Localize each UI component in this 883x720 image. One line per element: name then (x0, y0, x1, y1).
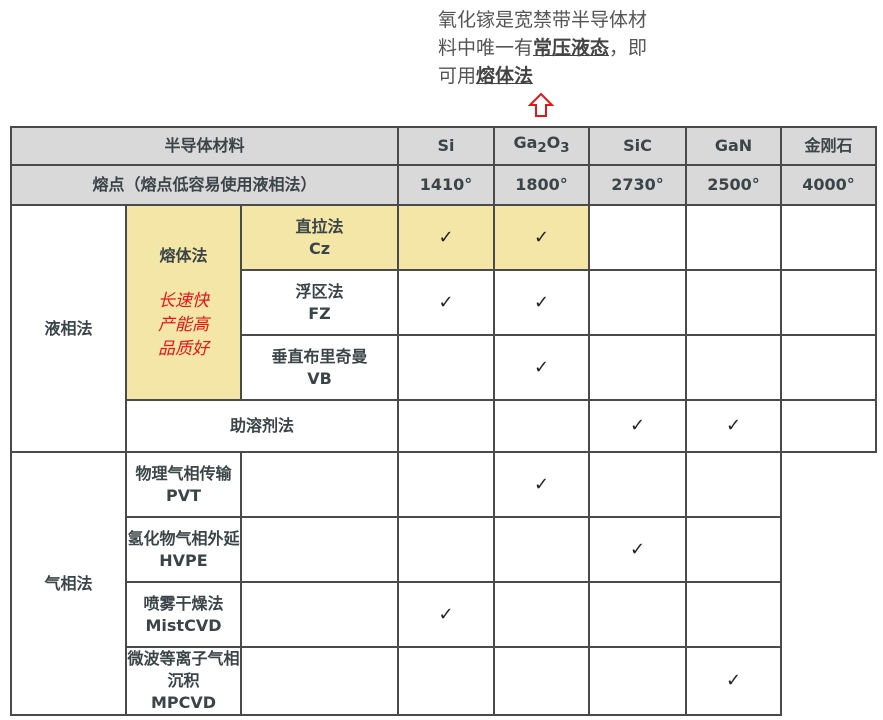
method-name: 物理气相传输 PVT (125, 451, 242, 518)
check-cell (240, 516, 399, 583)
material-si: Si (397, 126, 495, 166)
check-cell: ✓ (397, 204, 495, 271)
check-cell (685, 581, 782, 648)
note-text: 氧化镓是宽禁带半导体材料中唯一有 (438, 9, 648, 59)
check-cell: ✓ (493, 451, 590, 518)
check-cell: ✓ (397, 581, 495, 648)
check-cell (780, 269, 877, 336)
check-icon: ✓ (725, 415, 742, 436)
check-icon: ✓ (438, 226, 454, 248)
check-icon: ✓ (725, 670, 742, 691)
table-row: 助溶剂法 ✓ ✓ (11, 399, 877, 453)
melting-point: 1410° (397, 164, 495, 206)
table-row: 浮区法 FZ ✓ ✓ (11, 269, 877, 336)
check-cell: ✓ (685, 646, 782, 716)
material-ga2o3: Ga2O3 (493, 126, 590, 166)
table-row: 气相法 物理气相传输 PVT ✓ (10, 451, 876, 716)
annotation-note: 氧化镓是宽禁带半导体材料中唯一有常压液态，即可用熔体法 (438, 6, 658, 90)
check-cell (240, 646, 399, 716)
check-cell (397, 646, 495, 716)
check-cell (780, 204, 877, 271)
group-melt: 熔体法 长速快 产能高 品质好 (125, 204, 242, 401)
melting-point: 2500° (685, 164, 782, 206)
check-icon: ✓ (533, 356, 550, 378)
check-cell: ✓ (588, 516, 687, 583)
check-cell (685, 334, 782, 401)
table-row: 微波等离子气相沉积 MPCVD ✓ (11, 646, 876, 716)
check-cell (240, 581, 399, 648)
melting-header: 熔点（熔点低容易使用液相法） (10, 164, 399, 206)
check-cell (588, 334, 687, 401)
melt-note: 长速快 产能高 品质好 (158, 290, 209, 359)
check-cell (780, 399, 877, 453)
check-icon: ✓ (438, 291, 454, 313)
up-arrow-icon (528, 92, 554, 117)
check-icon: ✓ (533, 473, 550, 495)
check-cell (240, 451, 399, 518)
check-cell (397, 451, 495, 518)
check-cell (588, 269, 687, 336)
method-name: 浮区法 FZ (240, 269, 399, 336)
check-cell: ✓ (588, 399, 687, 453)
check-cell (493, 581, 590, 648)
check-cell (588, 451, 687, 518)
melting-point: 2730° (588, 164, 687, 206)
check-cell (397, 334, 495, 401)
check-icon: ✓ (629, 538, 646, 560)
table-row: 氢化物气相外延 HVPE ✓ (11, 516, 876, 583)
method-name: 氢化物气相外延 HVPE (125, 516, 242, 583)
check-cell (588, 581, 687, 648)
check-cell: ✓ (493, 334, 590, 401)
material-diamond: 金刚石 (780, 126, 877, 166)
check-icon: ✓ (533, 291, 550, 313)
check-cell (588, 646, 687, 716)
method-name: 喷雾干燥法 MistCVD (125, 581, 242, 648)
note-text-mid: ，即可用 (438, 37, 648, 87)
table-row: 喷雾干燥法 MistCVD ✓ (11, 581, 876, 648)
check-cell (493, 516, 590, 583)
check-icon: ✓ (438, 603, 454, 625)
table-row: 液相法 熔体法 长速快 产能高 品质好 直拉法 Cz ✓ ✓ (10, 204, 877, 453)
check-icon: ✓ (629, 415, 646, 436)
check-cell (685, 269, 782, 336)
check-cell (685, 516, 782, 583)
melting-point: 1800° (493, 164, 590, 206)
check-cell (493, 646, 590, 716)
check-cell: ✓ (493, 269, 590, 336)
check-cell: ✓ (397, 269, 495, 336)
check-cell (780, 334, 877, 401)
method-name: 直拉法 Cz (240, 204, 399, 271)
method-name: 微波等离子气相沉积 MPCVD (125, 646, 242, 716)
check-cell (685, 451, 782, 518)
check-cell (397, 516, 495, 583)
check-cell: ✓ (685, 399, 782, 453)
group-liquid: 液相法 (10, 204, 127, 453)
melting-point: 4000° (780, 164, 877, 206)
check-cell (685, 204, 782, 271)
note-emphasis-melt: 熔体法 (476, 65, 534, 87)
check-cell (493, 399, 590, 453)
material-header: 半导体材料 (10, 126, 399, 166)
note-emphasis-liquid: 常压液态 (533, 37, 610, 59)
material-sic: SiC (588, 126, 687, 166)
material-gan: GaN (685, 126, 782, 166)
method-name: 垂直布里奇曼 VB (240, 334, 399, 401)
check-cell (588, 204, 687, 271)
comparison-table: 半导体材料 Si Ga2O3 SiC GaN 金刚石 熔点（熔点低容易使用液相法… (10, 126, 877, 716)
check-cell: ✓ (493, 204, 590, 271)
check-cell (397, 399, 495, 453)
group-gas: 气相法 (10, 451, 127, 716)
method-name: 助溶剂法 (125, 399, 399, 453)
table-row: 垂直布里奇曼 VB ✓ (11, 334, 877, 401)
check-icon: ✓ (533, 226, 550, 248)
